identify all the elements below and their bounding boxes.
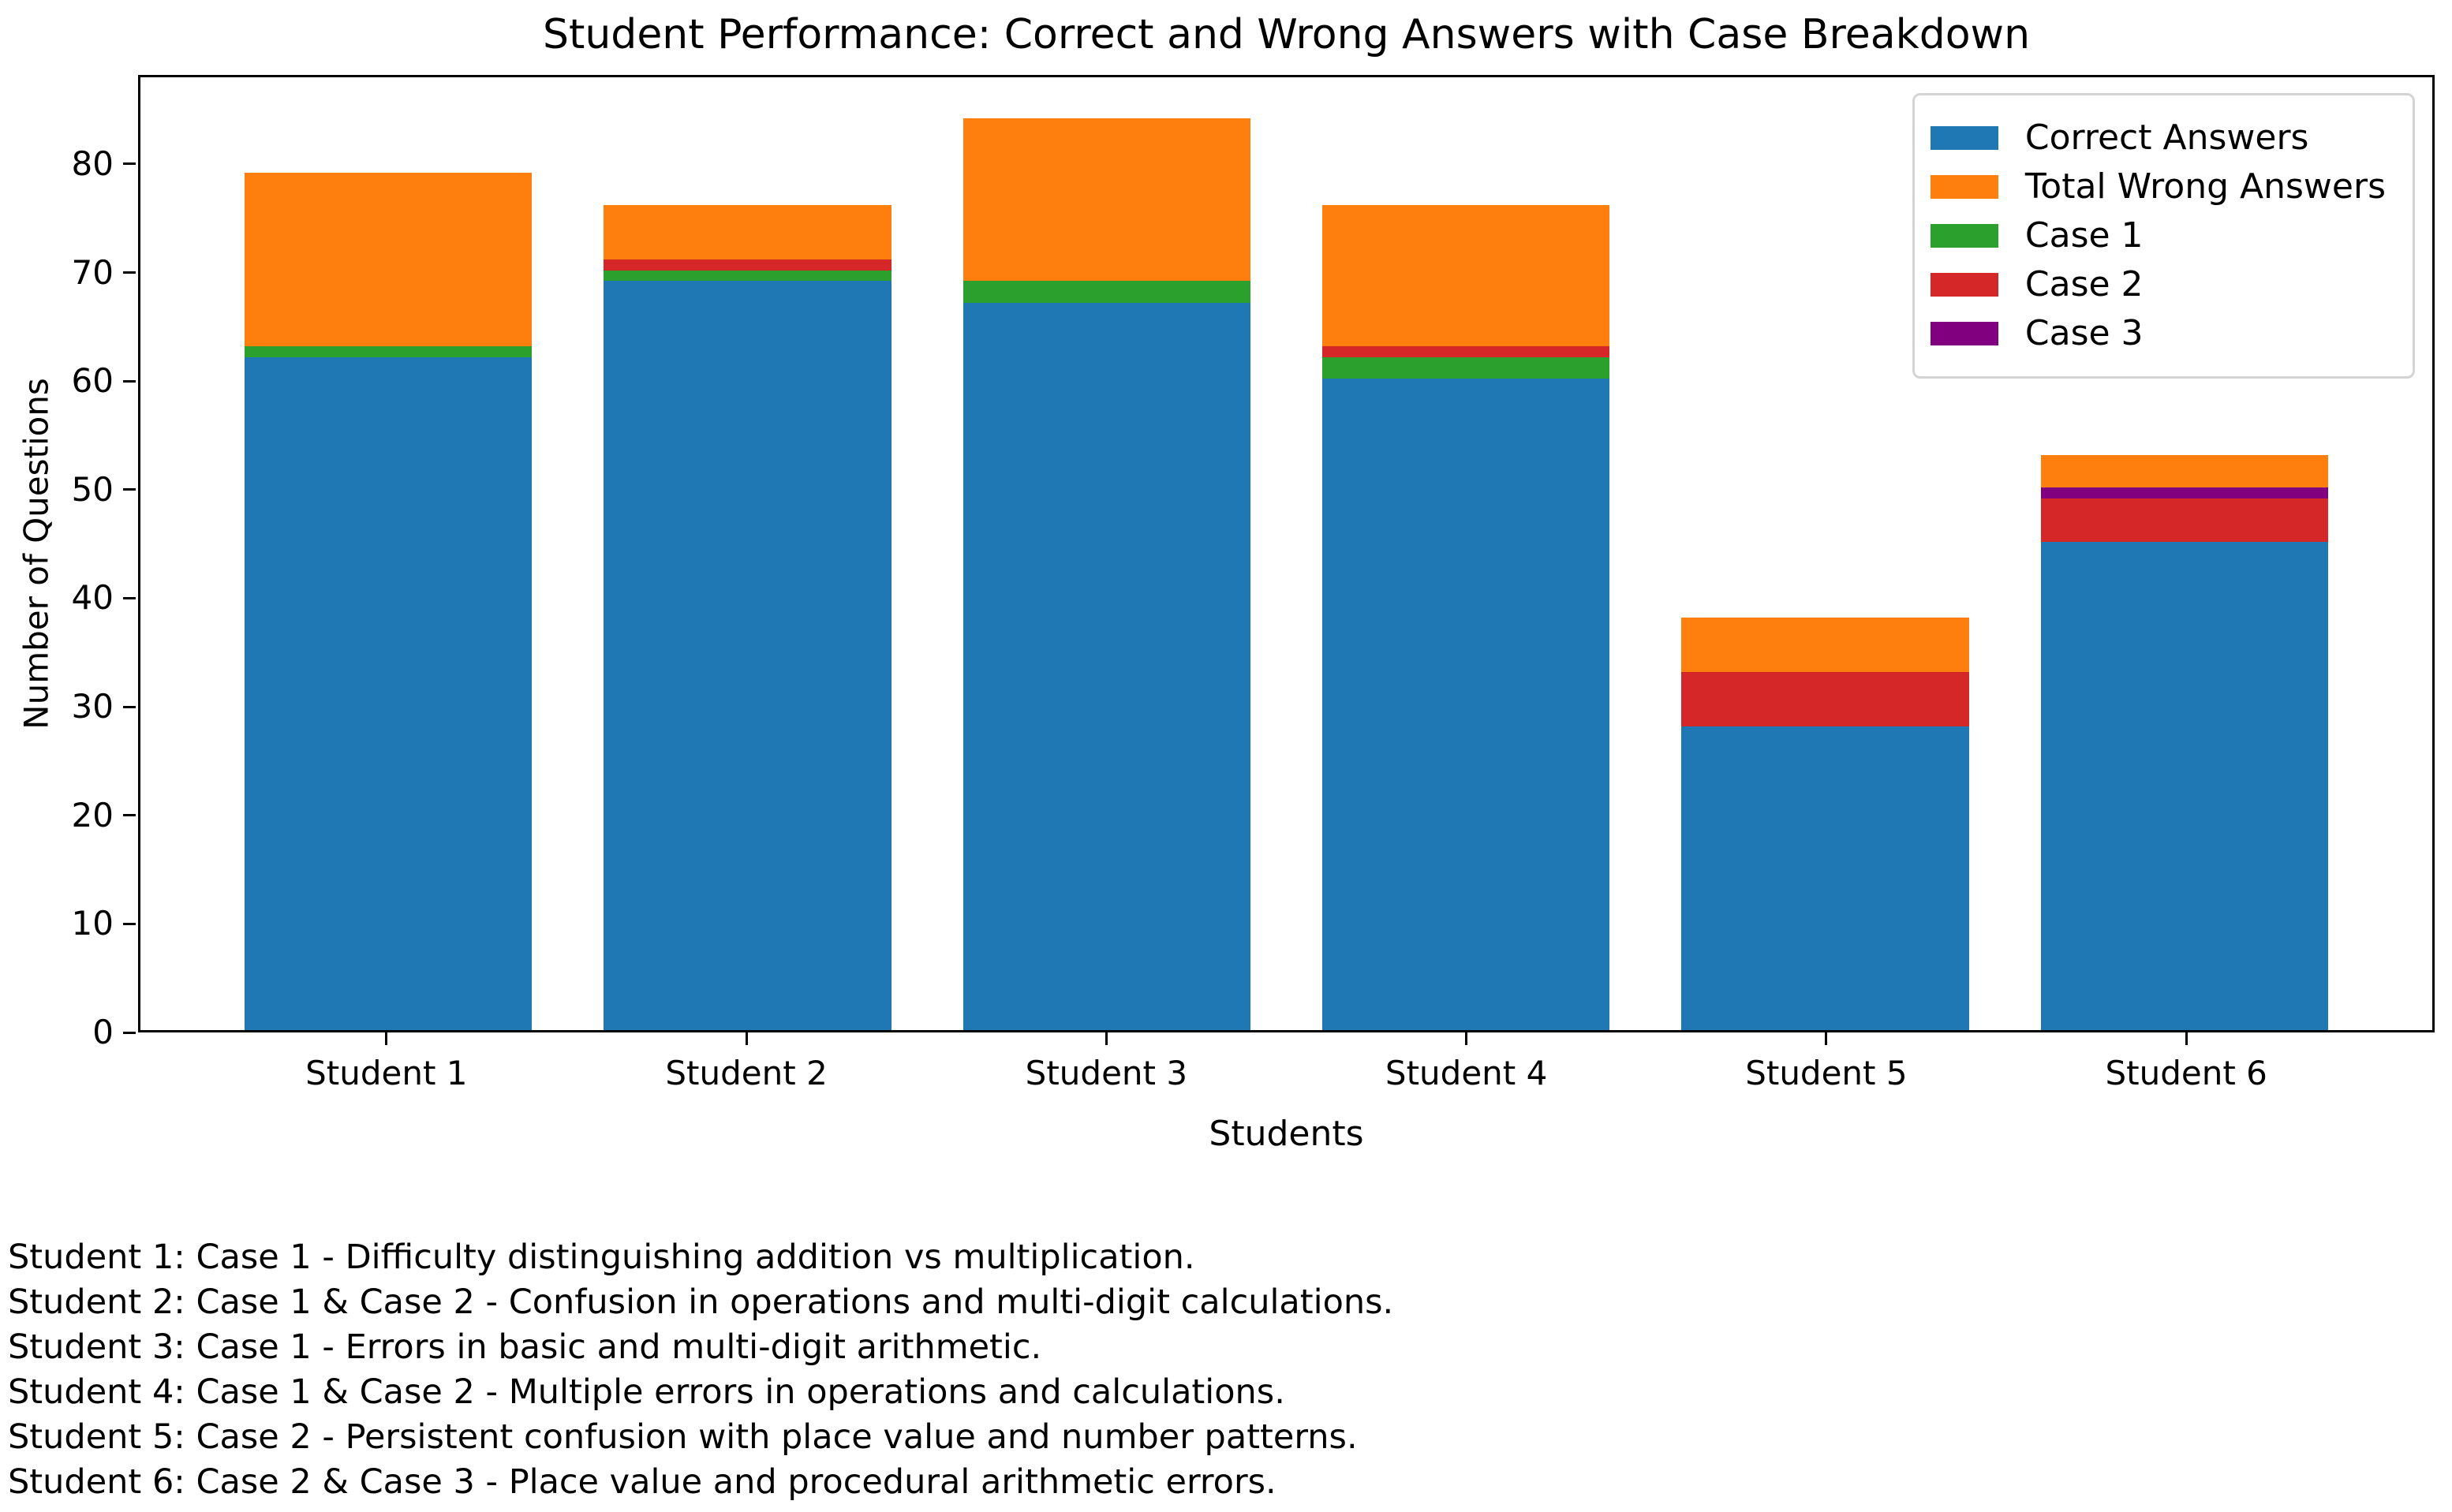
legend-swatch bbox=[1930, 273, 1998, 297]
segment-correct bbox=[1681, 726, 1969, 1030]
bar-student-3 bbox=[962, 73, 1250, 1030]
legend-item-correct-answers: Correct Answers bbox=[1930, 118, 2394, 159]
ytick-label: 40 bbox=[71, 578, 114, 618]
legend-swatch bbox=[1930, 175, 1998, 199]
bar-student-1 bbox=[245, 73, 533, 1030]
ytick-mark bbox=[123, 1031, 136, 1034]
segment-case-1 bbox=[1322, 357, 1610, 379]
ytick-label: 60 bbox=[71, 361, 114, 401]
segment-correct bbox=[1322, 379, 1610, 1030]
segment-wrong bbox=[604, 204, 891, 259]
legend-label: Case 1 bbox=[2024, 215, 2144, 256]
ytick-mark bbox=[123, 596, 136, 599]
legend-swatch bbox=[1930, 322, 1998, 345]
ytick-mark bbox=[123, 379, 136, 383]
segment-correct bbox=[604, 281, 891, 1030]
legend-label: Total Wrong Answers bbox=[2024, 166, 2386, 207]
segment-wrong bbox=[2040, 454, 2328, 487]
segment-case-1 bbox=[245, 345, 533, 357]
xtick-mark bbox=[385, 1032, 388, 1045]
annotation-line: Student 5: Case 2 - Persistent confusion… bbox=[8, 1417, 1358, 1457]
ytick-mark bbox=[123, 705, 136, 708]
segment-correct bbox=[2040, 541, 2328, 1030]
segment-wrong bbox=[1322, 204, 1610, 346]
ytick-label: 80 bbox=[71, 144, 114, 183]
annotation-line: Student 1: Case 1 - Difficulty distingui… bbox=[8, 1238, 1195, 1277]
xtick-label: Student 3 bbox=[1025, 1054, 1188, 1092]
legend-swatch bbox=[1930, 224, 1998, 248]
annotation-block: Student 1: Case 1 - Difficulty distingui… bbox=[8, 1235, 1393, 1505]
legend: Correct Answers Total Wrong Answers Case 1… bbox=[1912, 93, 2415, 379]
segment-case-2 bbox=[1322, 345, 1610, 357]
ytick-label: 10 bbox=[71, 904, 114, 943]
legend-label: Correct Answers bbox=[2024, 118, 2309, 158]
segment-case-2 bbox=[2040, 498, 2328, 542]
xtick-mark bbox=[2185, 1032, 2188, 1045]
ytick-label: 50 bbox=[71, 469, 114, 509]
legend-item-case-3: Case 3 bbox=[1930, 313, 2394, 354]
chart-title: Student Performance: Correct and Wrong A… bbox=[542, 11, 2031, 58]
xtick-label: Student 4 bbox=[1385, 1054, 1548, 1092]
legend-swatch bbox=[1930, 126, 1998, 150]
annotation-line: Student 6: Case 2 & Case 3 - Place value… bbox=[8, 1462, 1276, 1502]
segment-wrong bbox=[1681, 617, 1969, 672]
bar-student-4 bbox=[1322, 73, 1610, 1030]
xtick-mark bbox=[1825, 1032, 1828, 1045]
xtick-label: Student 1 bbox=[305, 1054, 468, 1092]
annotation-line: Student 3: Case 1 - Errors in basic and … bbox=[8, 1327, 1042, 1367]
segment-wrong bbox=[962, 118, 1250, 282]
bar-student-6 bbox=[2040, 73, 2328, 1030]
xtick-mark bbox=[745, 1032, 748, 1045]
segment-case-3 bbox=[2040, 487, 2328, 498]
annotation-line: Student 2: Case 1 & Case 2 - Confusion i… bbox=[8, 1282, 1394, 1322]
xtick-mark bbox=[1105, 1032, 1108, 1045]
xtick-label: Student 2 bbox=[665, 1054, 828, 1092]
ytick-mark bbox=[123, 271, 136, 274]
ytick-mark bbox=[123, 814, 136, 817]
legend-item-case-2: Case 2 bbox=[1930, 264, 2394, 305]
ytick-mark bbox=[123, 488, 136, 491]
x-axis-label: Students bbox=[1209, 1114, 1364, 1154]
plot-area: Correct Answers Total Wrong Answers Case 1… bbox=[138, 75, 2435, 1032]
ytick-label: 30 bbox=[71, 687, 114, 726]
segment-wrong bbox=[245, 172, 533, 346]
annotation-line: Student 4: Case 1 & Case 2 - Multiple er… bbox=[8, 1372, 1285, 1412]
segment-correct bbox=[245, 357, 533, 1030]
bar-student-2 bbox=[604, 73, 891, 1030]
segment-case-2 bbox=[604, 259, 891, 271]
xtick-label: Student 6 bbox=[2105, 1054, 2267, 1092]
legend-item-total-wrong-answers: Total Wrong Answers bbox=[1930, 166, 2394, 207]
xtick-label: Student 5 bbox=[1745, 1054, 1908, 1092]
segment-case-1 bbox=[962, 281, 1250, 303]
ytick-mark bbox=[123, 162, 136, 166]
legend-label: Case 3 bbox=[2024, 313, 2144, 353]
bar-student-5 bbox=[1681, 73, 1969, 1030]
ytick-label: 20 bbox=[71, 795, 114, 834]
segment-case-1 bbox=[604, 270, 891, 282]
ytick-label: 0 bbox=[92, 1013, 114, 1051]
ytick-label: 70 bbox=[71, 252, 114, 292]
ytick-mark bbox=[123, 922, 136, 925]
segment-correct bbox=[962, 302, 1250, 1030]
legend-item-case-1: Case 1 bbox=[1930, 215, 2394, 256]
legend-label: Case 2 bbox=[2024, 264, 2144, 304]
plot-area-inner bbox=[140, 77, 2432, 1030]
segment-case-2 bbox=[1681, 671, 1969, 726]
y-axis-label: Number of Questions bbox=[17, 378, 56, 730]
xtick-mark bbox=[1465, 1032, 1468, 1045]
